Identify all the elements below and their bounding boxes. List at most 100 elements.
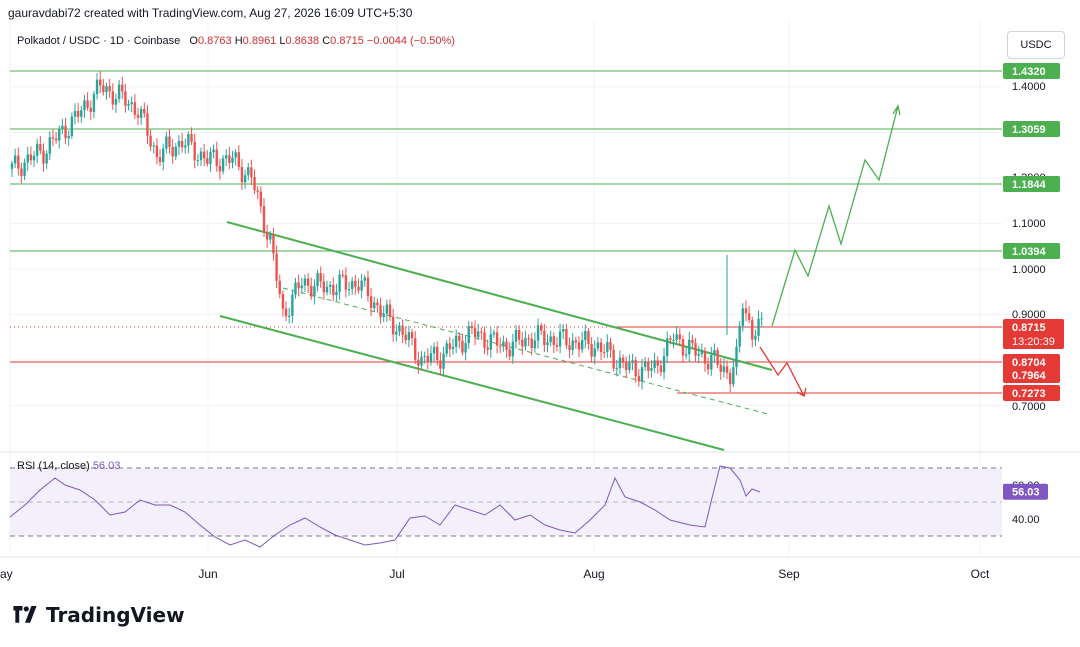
level-tag-text-2: 1.1844 [1012,179,1047,191]
candle-207 [662,347,666,380]
low-label: L [279,35,286,47]
candle-body [319,273,322,282]
candle-167 [536,318,540,349]
candle-body [634,360,637,377]
candle-174 [558,323,562,354]
candle-body [716,350,719,365]
candle-88 [288,307,291,324]
candle-71 [234,149,237,166]
candle-body [477,331,480,338]
candle-136 [439,352,442,376]
time-label-1: Jun [198,567,217,581]
candle-body [143,109,146,114]
candle-body [262,206,266,233]
candle-155 [499,337,502,354]
candle-body [225,155,228,159]
symbol-legend: Polkadot / USDC · 1D · Coinbase O0.8763 … [17,35,455,47]
rsi-value-tag [1003,483,1048,500]
candle-body [332,284,335,296]
candle-body [423,355,426,357]
candle-64 [212,144,215,159]
candle-body [322,281,326,293]
candle-152 [489,327,492,358]
candle-45 [152,141,155,154]
candle-body [121,84,124,92]
candle-44 [149,129,152,152]
candle-23 [83,94,86,119]
time-axis[interactable]: ay Jun Jul Aug Sep Oct [0,567,990,581]
candle-169 [543,323,546,353]
candle-129 [417,351,420,374]
candle-body [99,79,102,86]
candle-body [155,145,159,158]
candle-body [410,332,414,339]
candle-26 [92,90,96,119]
logo-text: TradingView [46,603,185,627]
candle-body [114,98,118,105]
candle-body [502,341,505,347]
candle-body [130,102,133,105]
candle-77 [253,169,256,195]
candle-179 [574,336,578,349]
candle-4 [23,158,26,181]
candle-body [146,113,149,136]
candle-body [83,100,86,111]
candle-126 [407,325,411,348]
candle-159 [511,333,515,364]
change-value: −0.0044 (−0.50%) [366,35,455,47]
candle-32 [111,83,114,110]
candle-body [647,362,650,371]
candle-body [706,363,710,370]
level-tag-text-5: 0.7964 [1012,370,1047,382]
candle-body [105,86,108,93]
candle-body [80,110,83,117]
candle-103 [335,283,338,302]
price-tick-2: 1.1000 [1012,218,1046,230]
candle-body [628,362,631,371]
tradingview-logo[interactable]: TradingView [10,603,185,627]
candle-92 [300,277,303,294]
candle-body [297,282,300,289]
candle-79 [259,186,263,214]
candle-15 [58,125,61,149]
candle-148 [477,323,480,340]
candle-76 [250,159,253,186]
candle-body [212,149,215,153]
channel-lower [219,315,725,451]
candle-102 [332,277,335,301]
price-tick-3: 1.0000 [1012,264,1046,276]
candle-body [363,277,366,281]
time-label-0: ay [0,567,13,581]
candle-54 [180,132,184,153]
candle-162 [521,331,524,355]
candle-body [275,253,278,281]
channel-upper [226,221,773,371]
candle-body [351,280,354,290]
candle-body [102,85,105,93]
candle-7 [32,150,36,168]
projection-arrows [759,104,901,397]
price-axis[interactable]: 1.40001.30001.10001.00000.90000.70001.43… [1003,63,1064,413]
candle-177 [568,337,571,359]
candle-body [684,354,688,356]
candle-body [180,140,184,148]
level-tag-2 [1003,176,1060,192]
candle-106 [344,267,348,298]
candle-body [757,318,760,336]
candle-body [577,342,581,350]
candle-229 [732,359,735,387]
candle-body [228,155,231,163]
candle-11 [45,149,48,169]
currency-button[interactable]: USDC [1007,31,1065,59]
candle-body [609,342,612,350]
candle-body [199,151,203,161]
candle-16 [61,118,64,135]
candle-238 [760,311,763,327]
candle-body [439,360,442,369]
level-tag-text-6: 0.7273 [1012,388,1046,400]
candle-232 [741,303,744,332]
candle-body [234,152,237,158]
candle-body [168,136,171,147]
price-tick-5: 0.7000 [1012,401,1046,413]
